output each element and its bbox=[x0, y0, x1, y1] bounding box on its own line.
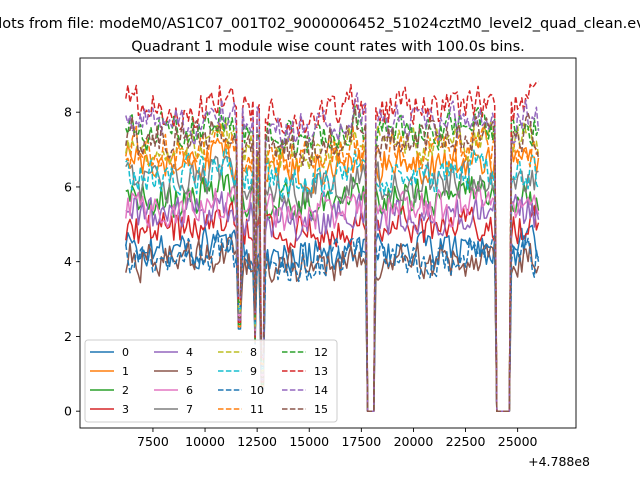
series-line-11 bbox=[125, 121, 540, 412]
legend-label-5: 5 bbox=[186, 365, 193, 378]
figure-suptitle: Plots from file: modeM0/AS1C07_001T02_90… bbox=[0, 16, 640, 32]
legend-label-13: 13 bbox=[314, 365, 328, 378]
legend-label-14: 14 bbox=[314, 384, 328, 397]
series-line-3 bbox=[125, 201, 540, 412]
x-tick-label: 22500 bbox=[446, 434, 486, 449]
legend-label-12: 12 bbox=[314, 346, 328, 359]
series-line-10 bbox=[125, 229, 540, 412]
legend-label-15: 15 bbox=[314, 403, 328, 416]
legend-label-11: 11 bbox=[250, 403, 264, 416]
legend-label-2: 2 bbox=[122, 384, 129, 397]
y-tick-label: 0 bbox=[64, 404, 72, 419]
x-offset-label: +4.788e8 bbox=[528, 454, 590, 469]
series-line-13 bbox=[125, 80, 539, 412]
legend-label-7: 7 bbox=[186, 403, 193, 416]
y-tick-label: 6 bbox=[64, 179, 72, 194]
chart-title: Quadrant 1 module wise count rates with … bbox=[131, 39, 525, 55]
series-line-1 bbox=[125, 137, 540, 412]
x-tick-label: 25000 bbox=[498, 434, 538, 449]
x-tick-label: 15000 bbox=[289, 434, 329, 449]
legend-label-6: 6 bbox=[186, 384, 193, 397]
legend-label-1: 1 bbox=[122, 365, 129, 378]
series-line-6 bbox=[125, 184, 540, 412]
legend-label-10: 10 bbox=[250, 384, 264, 397]
series-line-9 bbox=[125, 148, 540, 412]
y-tick-label: 4 bbox=[64, 254, 72, 269]
axes-layer: 7500 10000 12500 15000 17500 20000 22500 25000+… bbox=[64, 57, 590, 469]
y-tick-label: 8 bbox=[64, 105, 72, 120]
x-tick-label: 17500 bbox=[341, 434, 381, 449]
series-layer bbox=[125, 80, 540, 412]
x-tick-label: 12500 bbox=[237, 434, 277, 449]
series-line-5 bbox=[125, 235, 540, 412]
legend-label-8: 8 bbox=[250, 346, 257, 359]
series-line-14 bbox=[125, 92, 540, 412]
plot-frame bbox=[79, 57, 577, 429]
x-tick-label: 20000 bbox=[394, 434, 434, 449]
legend-label-3: 3 bbox=[122, 403, 129, 416]
legend-label-9: 9 bbox=[250, 365, 257, 378]
legend-label-0: 0 bbox=[122, 346, 129, 359]
legend-box bbox=[84, 339, 338, 423]
x-tick-label: 7500 bbox=[137, 434, 169, 449]
y-tick-label: 2 bbox=[64, 329, 72, 344]
x-tick-label: 10000 bbox=[185, 434, 225, 449]
legend-label-4: 4 bbox=[186, 346, 193, 359]
